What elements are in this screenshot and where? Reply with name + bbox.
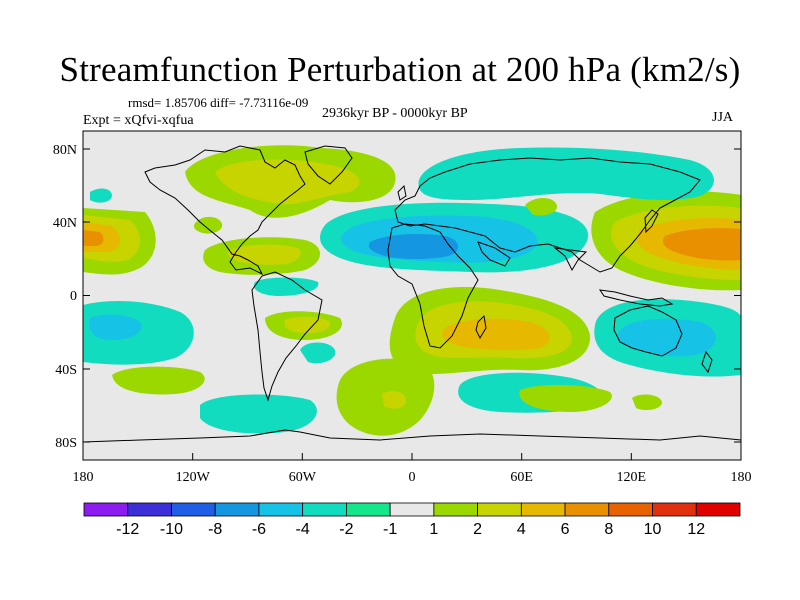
colorbar-swatch [171,502,216,517]
rmsd-text: rmsd= 1.85706 diff= -7.73116e-09 [128,95,309,110]
contour-natl-small [90,188,112,203]
coastline-africa [387,223,479,349]
colorbar-swatch [433,502,479,517]
contour-blob-3 [253,277,319,296]
contour-spac-4 [89,314,142,340]
contour-spac-east [300,342,336,364]
x-tick-label-180e: 180 [731,470,752,485]
colorbar-label: 4 [517,521,526,538]
contour-na-4 [215,159,360,205]
colorbar-swatch [477,502,522,517]
colorbar-swatch [608,502,653,517]
colorbar-swatch [695,502,741,517]
colorbar-label: -6 [252,521,266,538]
colorbar-swatch [652,502,697,517]
x-tick-label-0: 0 [409,470,416,485]
colorbar-swatch [83,502,129,517]
colorbar-swatch [214,502,260,517]
coastlines [83,145,741,443]
colorbar-swatch [564,502,610,517]
colorbar-label: -8 [208,521,222,538]
colorbar-label: 6 [561,521,570,538]
contour-wpac-8 [662,228,741,261]
period-label: 2936kyr BP - 0000kyr BP [322,106,468,121]
contour-sam-4 [284,316,331,334]
colorbar-swatch [302,502,347,517]
coastline-greenland [304,145,353,185]
colorbar-label: 8 [604,521,613,538]
x-tick-label-120e: 120E [617,470,647,485]
contour-so-1 [112,366,205,395]
contour-so-3 [519,384,612,412]
colorbar-label: 10 [644,521,662,538]
contour-blob-1 [193,216,223,234]
colorbar-label: 1 [429,521,438,538]
coastline-british-isles [397,184,407,201]
coastline-indonesia [598,289,674,307]
x-tick-label-60w: 60W [289,470,317,485]
contour-carib-4 [227,244,301,265]
colorbar-labels: -12 -10 -8 -6 -4 -2 -1 1 2 4 6 8 10 12 [116,521,705,538]
coastline-antarctica [83,429,741,443]
experiment-label: Expt = xQfvi-xqfua [83,113,194,128]
colorbar-label: -10 [160,521,183,538]
colorbar-label: -2 [339,521,353,538]
y-tick-label-80s: 80S [55,436,77,451]
axis-ticks [82,148,742,460]
colorbar [83,502,741,517]
contour-saf-6 [442,318,550,351]
contour-aus-4 [617,318,716,357]
colorbar-label: -1 [383,521,397,538]
y-tick-label-40s: 40S [55,363,77,378]
x-tick-label-60e: 60E [510,470,533,485]
colorbar-label: -4 [296,521,310,538]
contour-blob-2 [525,197,558,216]
contour-atl-6 [368,234,459,259]
contour-fields [83,145,741,436]
contour-so-4 [632,394,662,410]
contour-epac-8 [83,230,104,246]
colorbar-swatch [389,502,435,517]
x-tick-label-120w: 120W [176,470,211,485]
contour-s-blob [382,391,407,409]
figure-title: Streamfunction Perturbation at 200 hPa (… [59,50,741,89]
colorbar-swatch [258,502,304,517]
coastline-madagascar [475,314,487,340]
coastline-eurasia [394,157,701,273]
coastline-new-zealand [701,350,713,374]
coastline-arabia [477,241,511,267]
season-label: JJA [712,110,734,125]
coastline-south-america [251,271,323,402]
contour-so-2 [200,394,317,434]
y-tick-label-0: 0 [70,289,77,304]
coastline-japan [644,209,659,234]
colorbar-label: 2 [473,521,482,538]
colorbar-label: 12 [687,521,705,538]
y-tick-label-40n: 40N [53,216,77,231]
coastline-australia [613,305,683,357]
coastline-india [553,247,588,272]
coastline-north-america [144,145,306,276]
colorbar-swatch [127,502,172,517]
x-tick-label-180w: 180 [73,470,94,485]
colorbar-label: -12 [116,521,139,538]
colorbar-swatch [520,502,566,517]
colorbar-swatch [345,502,391,517]
y-tick-label-80n: 80N [53,143,77,158]
